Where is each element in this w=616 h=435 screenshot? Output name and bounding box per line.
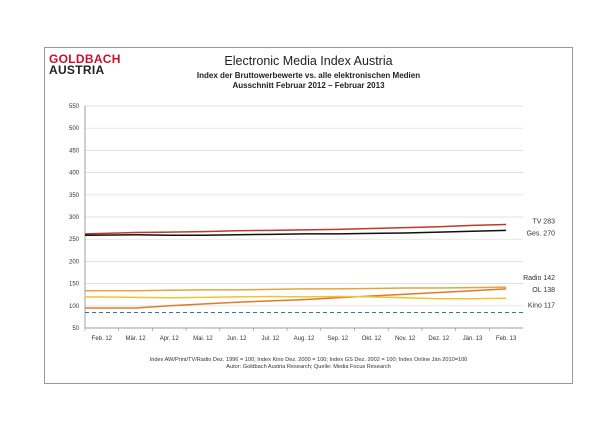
y-tick-label: 200: [69, 259, 80, 265]
footnote-index: Index AW/Print/TV/Radio Dez. 1996 = 100;…: [149, 357, 468, 363]
goldbach-austria-logo: GOLDBACH AUSTRIA: [49, 52, 121, 77]
footnote-source: Autor: Goldbach Austria Research; Quelle…: [226, 364, 391, 370]
x-tick-label: Mai. 12: [193, 336, 213, 342]
series-line-ges: [84, 229, 507, 236]
y-tick-label: 550: [69, 104, 80, 110]
x-tick-label: Feb. 12: [92, 336, 113, 342]
series-end-label: Kino 117: [528, 302, 555, 309]
x-tick-label: Nov. 12: [395, 336, 416, 342]
x-tick-label: Aug. 12: [294, 336, 315, 342]
chart-subtitle-2: Ausschnitt Februar 2012 – Februar 2013: [232, 81, 385, 90]
x-tick-label: Apr. 12: [160, 336, 180, 342]
chart-frame: GOLDBACH AUSTRIA Electronic Media Index …: [44, 47, 573, 384]
x-tick-label: Dez. 12: [428, 336, 449, 342]
chart-title: Electronic Media Index Austria: [224, 54, 393, 68]
series-end-label: OL 138: [532, 287, 555, 294]
series-end-label: TV 283: [532, 219, 555, 226]
y-tick-label: 150: [69, 282, 80, 288]
series-line-tv: [84, 223, 507, 235]
x-tick-label: Jun. 12: [227, 336, 247, 342]
y-tick-label: 400: [69, 171, 80, 177]
series-line-ol: [85, 288, 507, 309]
y-tick-label: 300: [69, 215, 80, 221]
series-end-label: Ges. 270: [527, 230, 556, 237]
y-tick-label: 250: [69, 237, 80, 243]
y-tick-label: 450: [69, 148, 80, 154]
line-chart: 50 100 150 200 250 300 350 400 450 500 550 Feb. 12 M…: [69, 104, 556, 342]
y-tick-label: 350: [69, 193, 80, 199]
series-end-label: Radio 142: [523, 275, 555, 282]
chart-subtitle: Index der Bruttowerbewerte vs. alle elek…: [196, 71, 421, 80]
x-tick-label: Jul. 12: [261, 336, 279, 342]
x-tick-label: Okt. 12: [362, 336, 382, 342]
x-tick-label: Sep. 12: [327, 336, 348, 342]
logo-line-1: GOLDBACH: [49, 52, 121, 66]
y-tick-label: 50: [72, 326, 79, 332]
x-tick-label: Feb. 13: [496, 336, 517, 342]
y-tick-label: 500: [69, 126, 80, 132]
series-line-kino: [84, 295, 507, 300]
x-tick-label: Jän. 13: [463, 336, 483, 342]
logo-line-2: AUSTRIA: [49, 63, 105, 77]
y-tick-label: 100: [69, 304, 80, 310]
x-tick-label: Mär. 12: [126, 336, 147, 342]
series-line-radio: [85, 286, 507, 292]
